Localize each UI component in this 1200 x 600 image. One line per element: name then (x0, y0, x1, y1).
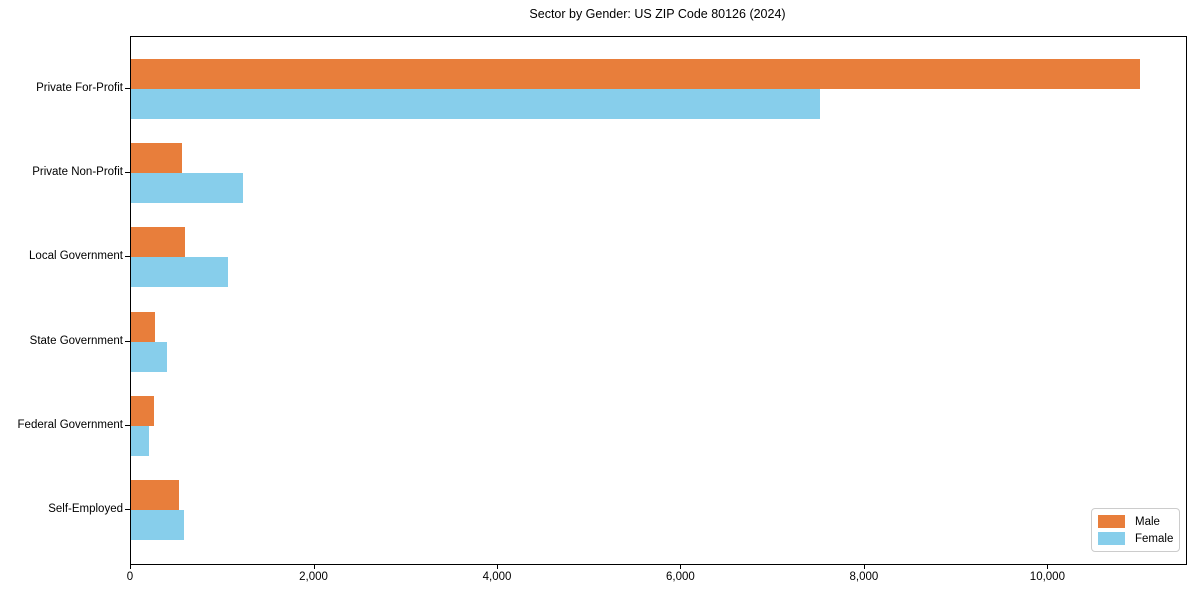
legend-swatch-female (1098, 532, 1125, 545)
legend-entry-male: Male (1098, 515, 1173, 528)
y-tick-mark (125, 256, 130, 258)
chart-title: Sector by Gender: US ZIP Code 80126 (202… (529, 7, 786, 21)
bar-male-private-for-profit (131, 59, 1141, 89)
bar-male-federal-government (131, 395, 154, 426)
x-tick-label-0: 0 (126, 571, 134, 583)
x-tick-label-10-000: 10,000 (1029, 571, 1065, 583)
x-tick-label-8-000: 8,000 (849, 571, 879, 583)
y-tick-label-private-non-profit: Private Non-Profit (32, 166, 123, 179)
legend-label-female: Female (1135, 532, 1174, 545)
legend-entry-female: Female (1098, 532, 1173, 545)
bar-male-state-government (131, 311, 156, 342)
x-tick-label-2-000: 2,000 (299, 571, 328, 583)
y-tick-label-federal-government: Federal Government (17, 418, 123, 431)
y-tick-mark (125, 424, 130, 426)
x-tick-mark (313, 564, 315, 569)
plot-area (130, 36, 1187, 565)
y-tick-mark (125, 88, 130, 89)
bar-female-state-government (131, 341, 168, 372)
y-tick-mark (125, 509, 130, 510)
bar-male-private-non-profit (131, 143, 183, 174)
bar-female-private-for-profit (131, 89, 820, 119)
y-tick-label-private-for-profit: Private For-Profit (36, 82, 123, 94)
x-tick-mark (680, 564, 682, 569)
x-tick-mark (130, 564, 131, 569)
bar-male-local-government (131, 227, 186, 258)
bar-female-private-non-profit (131, 173, 243, 204)
bar-female-self-employed (131, 510, 185, 540)
x-tick-label-4-000: 4,000 (482, 571, 512, 583)
y-tick-label-state-government: State Government (29, 334, 123, 347)
x-tick-mark (497, 564, 498, 569)
x-tick-mark (863, 564, 865, 569)
y-tick-mark (125, 172, 130, 174)
bar-female-local-government (131, 257, 229, 288)
x-tick-mark (1047, 564, 1049, 569)
y-tick-label-local-government: Local Government (29, 250, 123, 263)
legend: Male Female (1091, 508, 1180, 552)
y-tick-label-self-employed: Self-Employed (48, 503, 123, 515)
y-tick-mark (125, 340, 130, 342)
legend-label-male: Male (1135, 515, 1160, 528)
x-tick-label-6-000: 6,000 (666, 571, 695, 583)
bar-female-federal-government (131, 425, 149, 456)
bar-male-self-employed (131, 480, 180, 510)
legend-swatch-male (1098, 515, 1125, 528)
